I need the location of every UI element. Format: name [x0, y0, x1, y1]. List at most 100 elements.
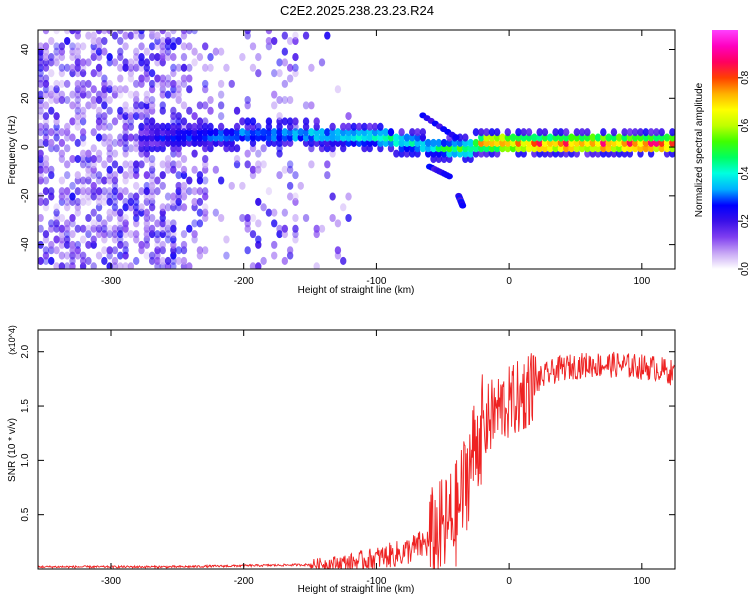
heatmap-cell [106, 154, 113, 164]
heatmap-cell [302, 117, 310, 126]
heatmap-cell [170, 106, 177, 115]
heatmap-cell [562, 128, 570, 137]
heatmap-cell [117, 251, 124, 260]
heatmap-cell [122, 240, 129, 249]
heatmap-cell [265, 30, 273, 35]
heatmap-cell [133, 90, 140, 99]
heatmap-cell [159, 171, 166, 180]
heatmap-cell [164, 230, 172, 239]
heatmap-cell [292, 63, 299, 72]
heatmap-cell [79, 224, 87, 233]
heatmap-cell [324, 160, 331, 169]
heatmap-cell [159, 246, 166, 255]
heatmap-cell [180, 181, 188, 190]
heatmap-cell [42, 187, 50, 196]
heatmap-cell [38, 256, 44, 265]
heatmap-cell [557, 128, 565, 137]
heatmap-cell [324, 171, 331, 180]
heatmap-cell [64, 144, 71, 153]
heatmap-cell [196, 117, 204, 126]
heatmap-cell [58, 69, 66, 78]
heatmap-cell [64, 36, 71, 45]
heatmap-cell [133, 53, 140, 62]
heatmap-cell [85, 197, 92, 206]
heatmap-cell [202, 63, 209, 72]
heatmap-cell [85, 31, 92, 40]
heatmap-cell [297, 128, 304, 137]
heatmap-cell [286, 160, 294, 169]
heatmap-cell [106, 246, 113, 255]
heatmap-cell [594, 133, 602, 142]
x-tick-label: -200 [234, 276, 254, 287]
x-tick-label: 100 [633, 576, 650, 587]
heatmap-cell [138, 240, 145, 249]
heatmap-cell [133, 144, 140, 153]
heatmap-cell [64, 79, 71, 88]
heatmap-cell [111, 117, 119, 126]
heatmap-cell [493, 128, 501, 137]
heatmap-cell [106, 133, 113, 142]
heatmap-cell [101, 176, 108, 185]
heatmap-cell [281, 117, 289, 126]
heatmap-cell [69, 90, 76, 99]
heatmap-cell [217, 101, 225, 110]
heatmap-cell [159, 42, 166, 51]
heatmap-cell [520, 128, 527, 137]
heatmap-cell [329, 192, 336, 201]
colorbar-tick-label: 0.6 [740, 118, 750, 132]
heatmap-cell [180, 154, 188, 164]
heatmap-cell [292, 197, 299, 206]
heatmap-cell [382, 128, 389, 137]
heatmap-cell [122, 160, 129, 169]
heatmap-cell [148, 42, 156, 51]
heatmap-cell [74, 30, 81, 35]
heatmap-cell [244, 246, 251, 255]
heatmap-cell [101, 187, 108, 196]
x-tick-label: -200 [234, 576, 254, 587]
heatmap-cell [122, 246, 129, 255]
heatmap-cell [143, 208, 151, 217]
y-tick-label: 2.0 [20, 344, 31, 358]
x-tick-label: -300 [101, 576, 121, 587]
heatmap-cell [196, 187, 204, 196]
heatmap-cell [340, 122, 347, 131]
heatmap-cell [90, 224, 97, 233]
heatmap-cell [313, 117, 320, 126]
heatmap-cell [117, 47, 124, 56]
heatmap-cell [106, 106, 113, 115]
heatmap-cell [69, 101, 76, 110]
heatmap-cell [64, 95, 71, 105]
heatmap-cell [42, 42, 50, 51]
heatmap-cell [69, 214, 76, 223]
heatmap-cell [255, 69, 262, 78]
heatmap-cell [74, 42, 81, 51]
heatmap-cell [53, 144, 60, 153]
heatmap-cell [90, 235, 97, 244]
heatmap-cell [626, 128, 634, 137]
heatmap-cell [133, 192, 140, 201]
heatmap-cell [79, 197, 87, 206]
heatmap-cell [191, 187, 198, 196]
heatmap-cell [111, 187, 119, 196]
heatmap-cell [38, 165, 44, 174]
heatmap-cell [239, 181, 246, 190]
heatmap-cell [117, 85, 124, 94]
heatmap-cell [42, 90, 50, 99]
heatmap-cell [212, 128, 220, 137]
heatmap-cell [202, 79, 209, 88]
heatmap-cell [164, 154, 172, 164]
heatmap-cell [143, 181, 151, 190]
heatmap-cell [58, 224, 66, 233]
heatmap-cell [69, 181, 76, 190]
heatmap-cell [127, 90, 135, 99]
heatmap-cell [308, 63, 315, 72]
heatmap-cell [90, 154, 97, 164]
heatmap-cell [122, 85, 129, 94]
heatmap-cell [393, 133, 400, 142]
heatmap-cell [53, 53, 60, 62]
heatmap-cell [170, 235, 177, 244]
heatmap-cell [180, 63, 188, 72]
heatmap-cell [255, 197, 262, 206]
heatmap-cell [244, 160, 251, 169]
heatmap-cell [85, 230, 92, 239]
